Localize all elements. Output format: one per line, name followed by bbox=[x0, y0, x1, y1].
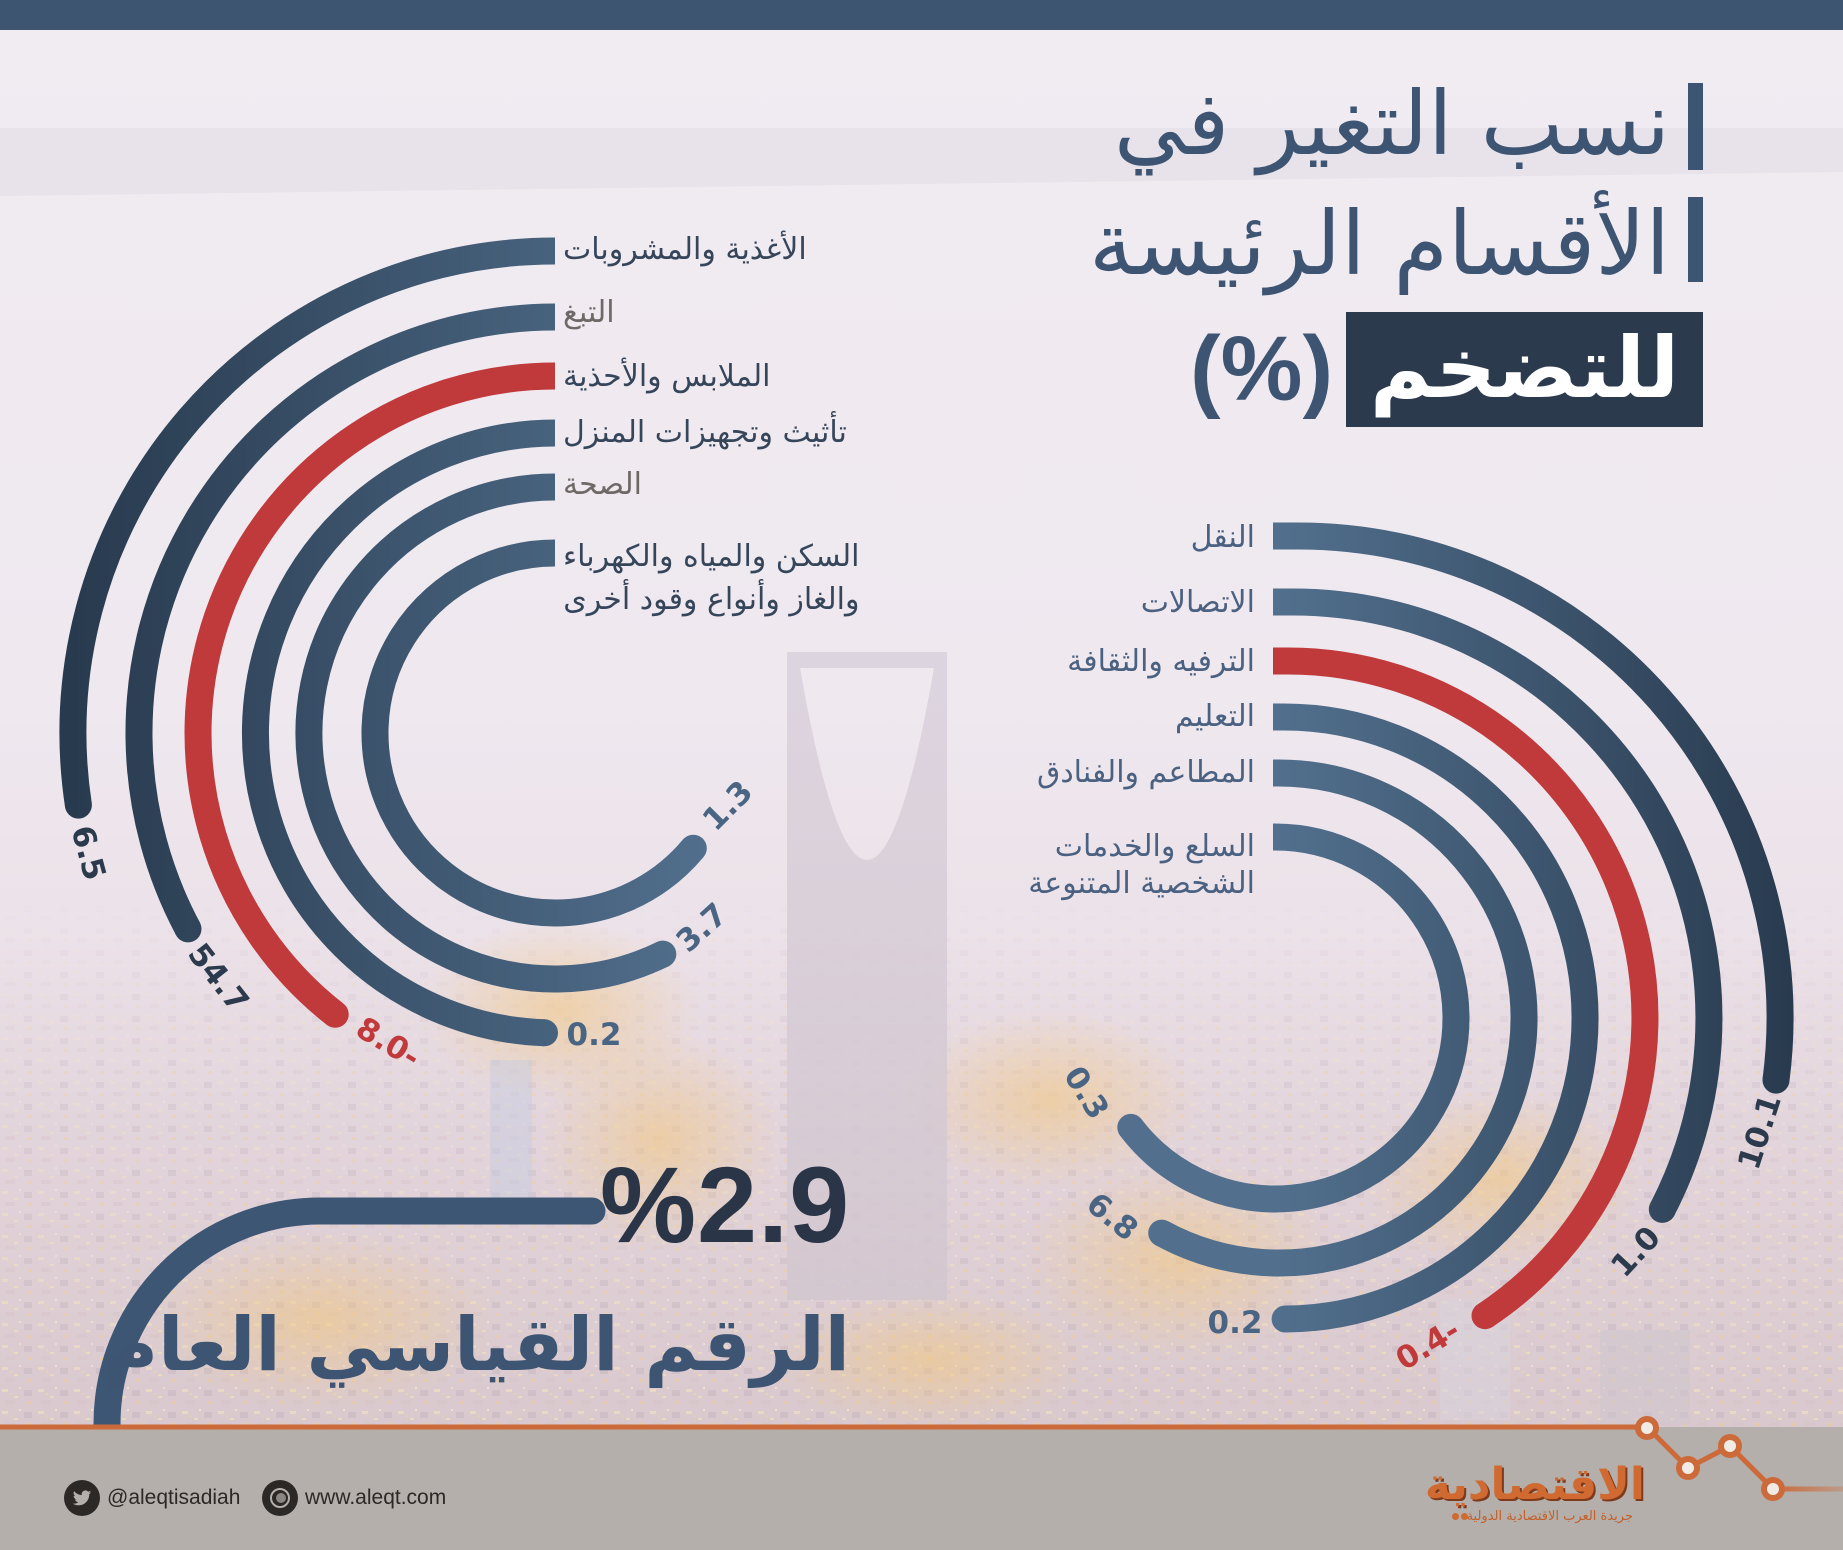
arc-end-cap bbox=[174, 915, 202, 943]
trend-node-icons bbox=[1635, 1416, 1785, 1501]
category-label-clothing-footwear: الملابس والأحذية bbox=[563, 359, 771, 394]
title-line-2: الأقسام الرئيسة bbox=[1088, 192, 1670, 295]
category-label-furnishings: تأثيث وتجهيزات المنزل bbox=[563, 415, 847, 450]
arc-end-cap bbox=[1271, 1305, 1299, 1333]
arc-clothing-footwear bbox=[184, 362, 556, 1025]
website-link[interactable]: www.aleqt.com bbox=[262, 1480, 446, 1516]
category-label-communications: الاتصالات bbox=[1140, 585, 1255, 620]
right-arc-group bbox=[1120, 522, 1794, 1333]
arc-furnishings bbox=[241, 419, 556, 1047]
arc-end-cap bbox=[1762, 1066, 1790, 1094]
headline-cpi-value: %2.9 bbox=[600, 1144, 851, 1265]
twitter-link[interactable]: @aleqtisadiah bbox=[64, 1480, 240, 1516]
right-arc-caps bbox=[1117, 1066, 1790, 1333]
arc-end-cap bbox=[1117, 1113, 1145, 1141]
globe-icon bbox=[262, 1480, 298, 1516]
arc-end-cap bbox=[321, 1000, 349, 1028]
logo-dots-icon bbox=[1452, 1513, 1468, 1520]
arc-end-cap bbox=[578, 1197, 606, 1225]
arc-end-cap bbox=[1148, 1219, 1176, 1247]
arc-end-cap bbox=[649, 940, 677, 968]
brand-tagline: جريدة العرب الاقتصادية الدولية bbox=[1466, 1509, 1633, 1524]
category-label-line: الشخصية المتنوعة bbox=[1028, 866, 1255, 901]
brand-logo: الاقتصادية bbox=[1424, 1459, 1645, 1510]
arc-transport bbox=[1273, 522, 1794, 1082]
arc-recreation-culture bbox=[1273, 647, 1659, 1327]
left-arc-caps bbox=[64, 791, 707, 1047]
title-unit: (%) bbox=[1190, 318, 1334, 420]
value-label-furnishings: 0.2 bbox=[567, 1017, 622, 1053]
top-bar bbox=[0, 0, 1843, 30]
arc-communications bbox=[1273, 588, 1723, 1216]
category-label-line: السكن والمياه والكهرباء bbox=[563, 539, 860, 574]
website-url[interactable]: www.aleqt.com bbox=[305, 1486, 447, 1509]
category-label-restaurants-hotels: المطاعم والفنادق bbox=[1037, 755, 1255, 790]
left-arc-group bbox=[59, 237, 704, 1047]
twitter-handle[interactable]: @aleqtisadiah bbox=[107, 1486, 241, 1509]
arc-end-cap bbox=[64, 791, 92, 819]
title-marker-bar bbox=[1688, 83, 1703, 170]
category-label-misc-goods-services: السلع والخدمات الشخصية المتنوعة bbox=[1028, 828, 1255, 902]
title-marker-bar bbox=[1688, 197, 1703, 282]
arc-end-cap bbox=[679, 834, 707, 862]
category-label-line: والغاز وأنواع وقود أخرى bbox=[563, 582, 860, 617]
arc-education bbox=[1273, 703, 1599, 1333]
category-label-line: السلع والخدمات bbox=[1054, 829, 1255, 864]
kingdom-tower-silhouette bbox=[787, 652, 947, 1300]
arc-housing-utilities bbox=[361, 539, 704, 927]
title-highlight-box: للتضخم bbox=[1346, 312, 1703, 427]
category-label-food-beverages: الأغذية والمشروبات bbox=[563, 232, 807, 267]
arc-end-cap bbox=[1648, 1195, 1676, 1223]
arc-health bbox=[295, 473, 669, 993]
headline-cpi-label: الرقم القياسي العام bbox=[103, 1302, 850, 1388]
arc-food-beverages bbox=[59, 237, 556, 808]
category-label-transport: النقل bbox=[1190, 520, 1255, 555]
twitter-icon bbox=[64, 1480, 100, 1516]
arc-restaurants-hotels bbox=[1155, 759, 1538, 1277]
arc-tobacco bbox=[125, 303, 556, 936]
arc-end-cap bbox=[531, 1019, 558, 1047]
footer-bar bbox=[0, 1427, 1843, 1550]
arc-end-cap bbox=[1471, 1302, 1499, 1330]
title-line-1: نسب التغير في bbox=[1113, 72, 1670, 175]
category-label-tobacco: التبغ bbox=[563, 295, 615, 330]
headline-connector-arc bbox=[93, 1197, 592, 1440]
category-label-education: التعليم bbox=[1175, 699, 1255, 734]
arc-misc-goods-services bbox=[1120, 823, 1470, 1213]
category-label-recreation-culture: الترفيه والثقافة bbox=[1067, 644, 1255, 679]
category-label-housing-utilities: السكن والمياه والكهرباء والغاز وأنواع وق… bbox=[563, 535, 859, 621]
category-label-health: الصحة bbox=[563, 467, 642, 502]
value-label-education: 0.2 bbox=[1208, 1305, 1263, 1341]
